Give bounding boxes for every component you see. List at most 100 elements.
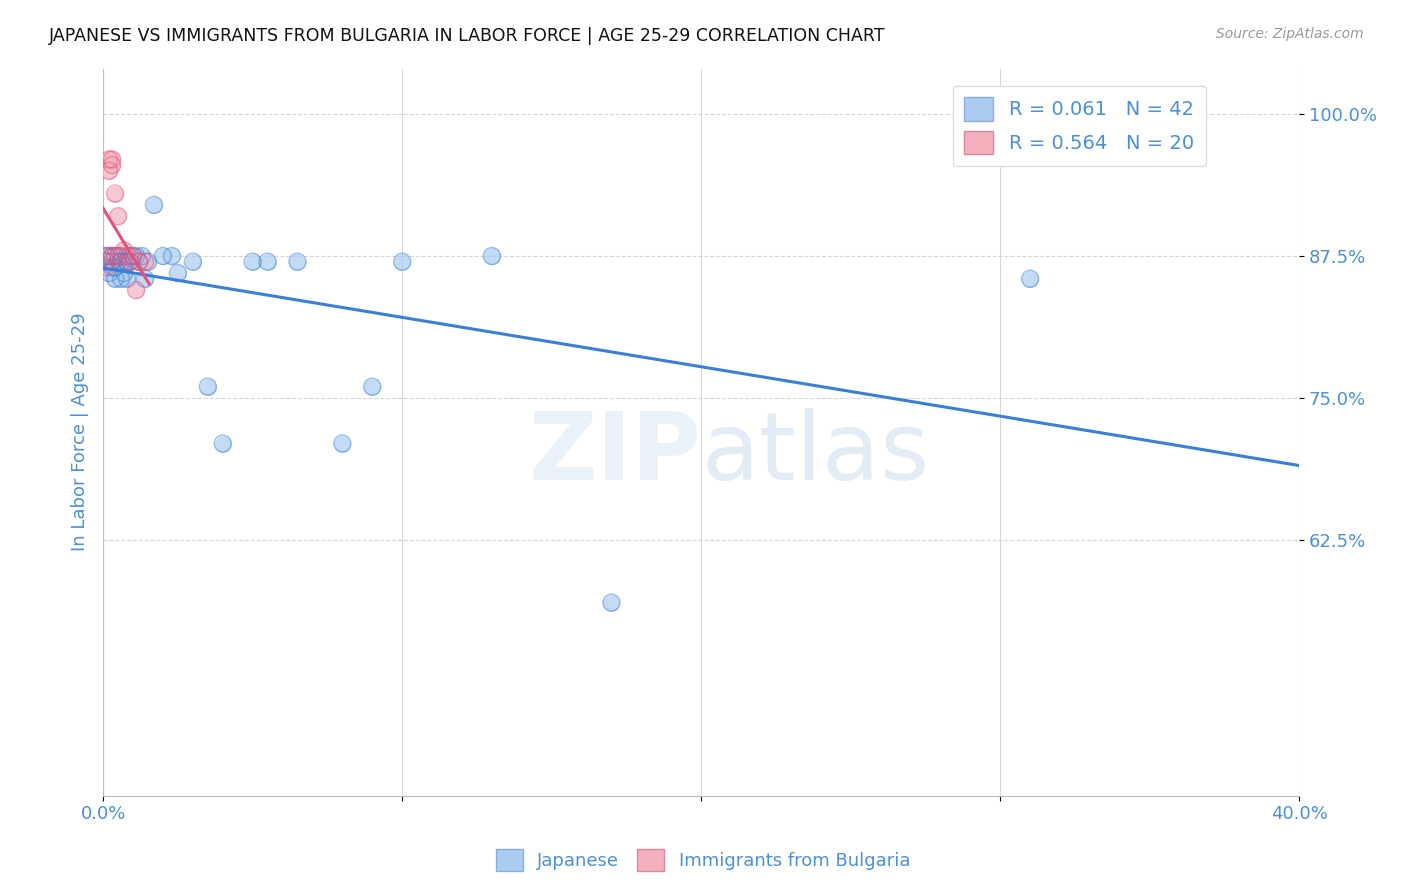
Point: [600, 596, 623, 610]
Point: [197, 380, 219, 394]
Point: [101, 254, 124, 268]
Point: [211, 436, 233, 450]
Point: [242, 254, 264, 268]
Y-axis label: In Labor Force | Age 25-29: In Labor Force | Age 25-29: [72, 313, 89, 551]
Point: [101, 260, 124, 275]
Point: [107, 209, 129, 223]
Point: [112, 254, 135, 268]
Point: [104, 249, 127, 263]
Point: [94, 249, 117, 263]
Point: [112, 254, 135, 268]
Point: [128, 254, 150, 268]
Point: [98, 266, 121, 280]
Point: [94, 254, 117, 268]
Point: [242, 254, 264, 268]
Point: [128, 254, 150, 268]
Point: [118, 254, 141, 268]
Point: [122, 249, 145, 263]
Point: [152, 249, 174, 263]
Point: [98, 153, 121, 167]
Point: [125, 249, 148, 263]
Point: [287, 254, 309, 268]
Point: [128, 254, 150, 268]
Point: [167, 266, 190, 280]
Point: [94, 254, 117, 268]
Point: [361, 380, 384, 394]
Point: [107, 254, 129, 268]
Point: [287, 254, 309, 268]
Legend: Japanese, Immigrants from Bulgaria: Japanese, Immigrants from Bulgaria: [488, 842, 918, 879]
Point: [101, 249, 124, 263]
Point: [330, 436, 353, 450]
Point: [134, 271, 156, 285]
Point: [104, 271, 127, 285]
Point: [101, 249, 124, 263]
Point: [104, 271, 127, 285]
Point: [107, 254, 129, 268]
Point: [131, 249, 153, 263]
Point: [256, 254, 278, 268]
Point: [131, 249, 153, 263]
Point: [98, 249, 121, 263]
Point: [256, 254, 278, 268]
Point: [110, 271, 132, 285]
Point: [101, 158, 124, 172]
Point: [160, 249, 183, 263]
Point: [104, 260, 127, 275]
Point: [101, 153, 124, 167]
Point: [107, 249, 129, 263]
Text: JAPANESE VS IMMIGRANTS FROM BULGARIA IN LABOR FORCE | AGE 25-29 CORRELATION CHAR: JAPANESE VS IMMIGRANTS FROM BULGARIA IN …: [49, 27, 886, 45]
Point: [94, 254, 117, 268]
Point: [134, 254, 156, 268]
Point: [361, 380, 384, 394]
Point: [101, 153, 124, 167]
Point: [110, 271, 132, 285]
Point: [104, 249, 127, 263]
Point: [211, 436, 233, 450]
Point: [134, 271, 156, 285]
Point: [101, 158, 124, 172]
Text: Source: ZipAtlas.com: Source: ZipAtlas.com: [1216, 27, 1364, 41]
Point: [104, 186, 127, 201]
Point: [94, 249, 117, 263]
Point: [101, 254, 124, 268]
Point: [1019, 271, 1042, 285]
Point: [128, 254, 150, 268]
Point: [110, 249, 132, 263]
Point: [125, 283, 148, 297]
Point: [104, 249, 127, 263]
Point: [115, 254, 138, 268]
Point: [481, 249, 503, 263]
Point: [98, 153, 121, 167]
Point: [134, 254, 156, 268]
Point: [110, 249, 132, 263]
Point: [125, 249, 148, 263]
Point: [115, 271, 138, 285]
Point: [115, 249, 138, 263]
Point: [122, 249, 145, 263]
Point: [112, 244, 135, 258]
Point: [110, 254, 132, 268]
Point: [136, 254, 159, 268]
Point: [391, 254, 413, 268]
Point: [481, 249, 503, 263]
Point: [107, 209, 129, 223]
Point: [122, 249, 145, 263]
Point: [197, 380, 219, 394]
Point: [112, 244, 135, 258]
Point: [94, 249, 117, 263]
Point: [181, 254, 204, 268]
Point: [115, 249, 138, 263]
Point: [101, 249, 124, 263]
Point: [101, 260, 124, 275]
Point: [143, 198, 166, 212]
Point: [118, 254, 141, 268]
Point: [98, 249, 121, 263]
Point: [107, 249, 129, 263]
Point: [115, 271, 138, 285]
Point: [94, 260, 117, 275]
Point: [118, 249, 141, 263]
Point: [125, 283, 148, 297]
Point: [94, 249, 117, 263]
Point: [104, 260, 127, 275]
